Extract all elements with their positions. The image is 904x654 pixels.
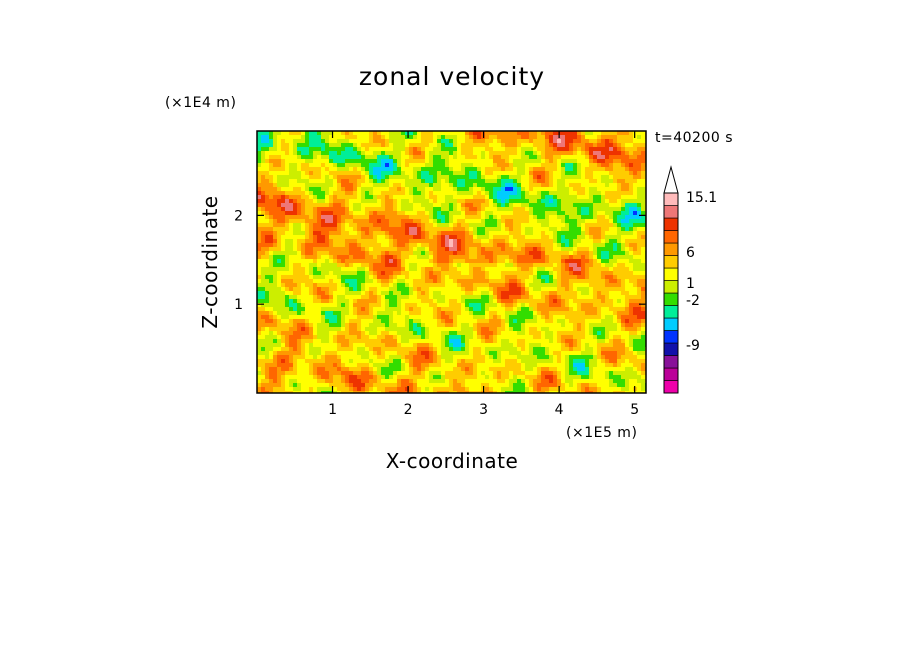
colorbar-segment (663, 267, 679, 281)
colorbar-segment (663, 317, 679, 331)
colorbar-segment (663, 280, 679, 294)
chart-title: zonal velocity (359, 62, 545, 91)
colorbar-label: -9 (686, 338, 700, 354)
colorbar-segment (663, 217, 679, 231)
colorbar-label: 1 (686, 276, 695, 292)
y-scale-label: (×1E4 m) (165, 95, 236, 111)
colorbar-max-triangle (663, 165, 679, 194)
x-tick-label: 5 (630, 402, 639, 418)
x-axis-title: X-coordinate (386, 449, 519, 473)
x-axis: 1 2 3 4 5 (328, 131, 639, 418)
plot-frame (256, 130, 647, 394)
colorbar-segment (663, 255, 679, 269)
y-tick-label: 2 (234, 208, 243, 224)
heatmap-field (257, 131, 646, 393)
y-tick-label: 1 (234, 297, 243, 313)
colorbar-segment (663, 330, 679, 344)
time-label: t=40200 s (655, 130, 733, 146)
colorbar: -9 -21 6 15.1 (663, 165, 717, 394)
colorbar-label: 15.1 (686, 190, 717, 206)
colorbar-label: 6 (686, 245, 695, 261)
x-tick-label: 1 (328, 402, 337, 418)
colorbar-segment (663, 192, 679, 206)
colorbar-segment (663, 355, 679, 369)
x-tick-label: 2 (404, 402, 413, 418)
x-tick-label: 4 (555, 402, 564, 418)
x-tick-label: 3 (479, 402, 488, 418)
colorbar-segment (663, 305, 679, 319)
y-axis: 12 (234, 208, 646, 313)
x-scale-label: (×1E5 m) (566, 425, 637, 441)
colorbar-segment (663, 380, 679, 394)
colorbar-segment (663, 242, 679, 256)
colorbar-label: -2 (686, 293, 700, 309)
colorbar-frame (663, 192, 679, 394)
colorbar-segment (663, 342, 679, 356)
colorbar-segment (663, 230, 679, 244)
colorbar-segment (663, 292, 679, 306)
y-axis-title: Z-coordinate (198, 195, 222, 328)
colorbar-segment (663, 367, 679, 381)
colorbar-segment (663, 205, 679, 219)
